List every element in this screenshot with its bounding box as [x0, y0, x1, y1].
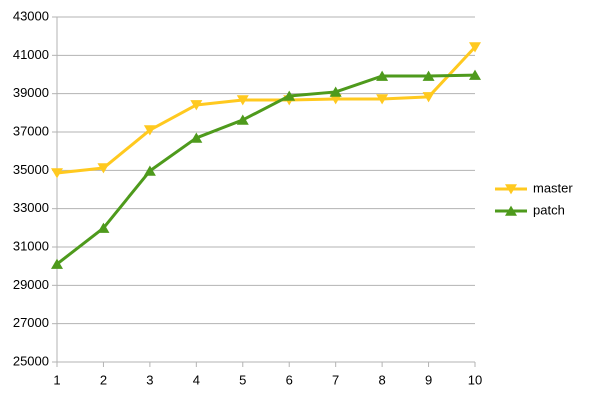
marker	[329, 86, 342, 97]
marker	[469, 69, 481, 80]
x-tick-label: 8	[378, 372, 385, 387]
y-tick-label: 27000	[13, 315, 49, 330]
marker	[422, 92, 435, 103]
series-line	[56, 73, 476, 266]
y-tick-label: 37000	[13, 123, 49, 138]
legend-marker	[505, 205, 517, 216]
y-tick-label: 41000	[13, 47, 49, 62]
x-tick-label: 1	[53, 372, 60, 387]
y-tick-label: 43000	[13, 8, 49, 23]
x-tick-label: 10	[468, 372, 482, 387]
marker	[236, 95, 249, 106]
marker	[469, 42, 481, 53]
y-tick-label: 35000	[13, 162, 49, 177]
y-tick-label: 29000	[13, 277, 49, 292]
series-line	[56, 46, 477, 175]
marker	[51, 168, 63, 179]
x-tick-label: 9	[425, 372, 432, 387]
marker	[376, 94, 389, 105]
legend-label: master	[533, 180, 573, 195]
legend-marker	[505, 184, 517, 195]
marker	[190, 100, 203, 111]
x-tick-label: 4	[193, 372, 200, 387]
marker	[236, 114, 249, 125]
y-tick-label: 25000	[13, 353, 49, 368]
marker	[190, 132, 203, 143]
marker	[283, 90, 296, 101]
marker	[51, 258, 63, 269]
marker	[143, 165, 156, 176]
x-tick-label: 6	[286, 372, 293, 387]
x-tick-label: 3	[146, 372, 153, 387]
x-tick-label: 7	[332, 372, 339, 387]
y-tick-label: 33000	[13, 200, 49, 215]
marker	[329, 94, 342, 105]
marker	[376, 70, 389, 81]
marker	[143, 125, 156, 136]
marker	[97, 163, 110, 174]
x-tick-label: 5	[239, 372, 246, 387]
legend-label: patch	[533, 202, 565, 217]
marker	[97, 222, 110, 233]
marker	[422, 70, 435, 81]
y-tick-label: 39000	[13, 85, 49, 100]
y-tick-label: 31000	[13, 238, 49, 253]
x-tick-label: 2	[100, 372, 107, 387]
